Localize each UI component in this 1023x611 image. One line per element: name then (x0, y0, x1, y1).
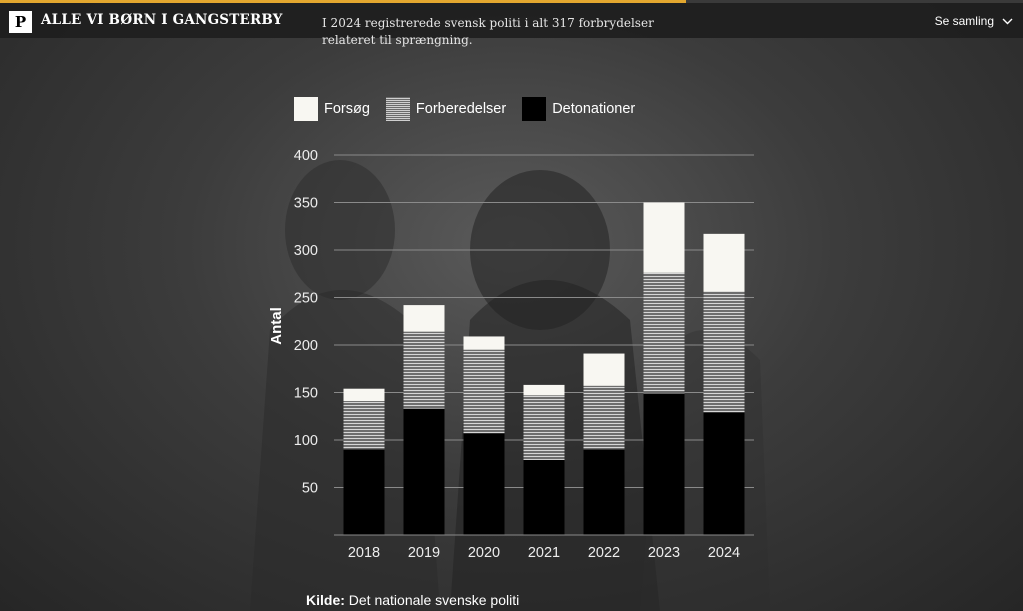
legend-swatch-detonationer (522, 97, 547, 121)
x-tick-label: 2018 (348, 545, 380, 561)
x-tick-label: 2022 (588, 545, 620, 561)
bar-forsoeg-2018 (343, 388, 385, 402)
bar-forberedelser-2020 (463, 349, 505, 434)
y-tick-label: 50 (302, 481, 318, 497)
top-bar: P ALLE VI BØRN I GANGSTERBY I 2024 regis… (0, 0, 1023, 47)
bar-forsoeg-2019 (403, 305, 445, 332)
bar-forsoeg-2020 (463, 336, 505, 350)
bar-forberedelser-2024 (703, 291, 745, 413)
legend-label-detonationer: Detonationer (552, 101, 636, 117)
x-tick-label: 2024 (708, 545, 740, 561)
y-axis-label: Antal (268, 307, 285, 345)
bar-forberedelser-2019 (403, 331, 445, 409)
bar-detonationer-2021 (523, 459, 565, 535)
bar-forsoeg-2021 (523, 384, 565, 396)
bar-detonationer-2023 (643, 393, 685, 535)
chart-legend: Forsøg Forberedelser Detonationer (294, 97, 651, 121)
y-tick-label: 150 (294, 386, 318, 402)
bar-forsoeg-2022 (583, 353, 625, 386)
x-tick-label: 2020 (468, 545, 500, 561)
y-tick-label: 300 (294, 243, 318, 259)
chevron-down-icon (1002, 18, 1013, 24)
legend-swatch-forberedelser (385, 97, 410, 121)
bar-detonationer-2018 (343, 449, 385, 535)
y-tick-label: 200 (294, 338, 318, 354)
publication-logo[interactable]: P (9, 11, 32, 33)
legend-label-forsoeg: Forsøg (324, 101, 370, 117)
slide-caption: I 2024 registrerede svensk politi i alt … (322, 16, 654, 47)
series-title[interactable]: ALLE VI BØRN I GANGSTERBY (41, 12, 283, 28)
y-tick-label: 100 (294, 433, 318, 449)
x-tick-label: 2021 (528, 545, 560, 561)
see-collection-button[interactable]: Se samling (935, 14, 1013, 28)
bar-forberedelser-2018 (343, 401, 385, 450)
see-collection-label: Se samling (934, 14, 994, 28)
source-text: Det nationale svenske politi (348, 592, 520, 608)
y-tick-label: 250 (294, 291, 318, 307)
legend-item-forberedelser: Forberedelser (385, 97, 507, 121)
bar-detonationer-2019 (403, 408, 445, 535)
x-tick-label: 2019 (408, 545, 440, 561)
progress-track (686, 0, 1023, 3)
bar-forsoeg-2023 (643, 202, 685, 273)
source-note: Kilde: Det nationale svenske politi (306, 592, 519, 608)
legend-item-detonationer: Detonationer (522, 97, 635, 121)
bar-forberedelser-2022 (583, 385, 625, 450)
bar-forberedelser-2021 (523, 395, 565, 460)
bar-detonationer-2020 (463, 433, 505, 535)
bar-detonationer-2024 (703, 412, 745, 535)
legend-item-forsoeg: Forsøg (294, 97, 370, 121)
legend-label-forberedelser: Forberedelser (415, 101, 507, 117)
source-label: Kilde: (306, 592, 345, 608)
bar-forberedelser-2023 (643, 272, 685, 394)
bar-forsoeg-2024 (703, 233, 745, 292)
legend-swatch-forsoeg (294, 97, 318, 121)
y-tick-label: 400 (294, 148, 318, 164)
x-tick-label: 2023 (648, 545, 680, 561)
y-tick-label: 350 (294, 196, 318, 212)
bar-detonationer-2022 (583, 449, 625, 535)
